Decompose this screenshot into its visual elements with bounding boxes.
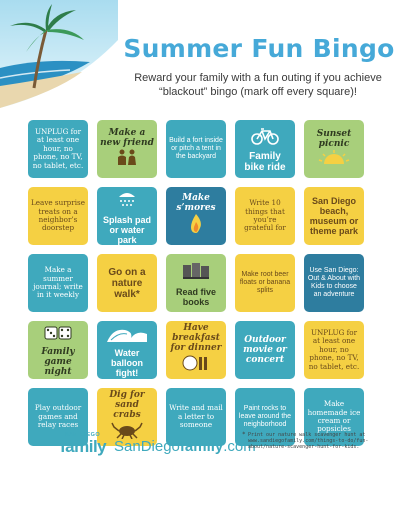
crab-icon: [111, 421, 143, 444]
bingo-square-label: Play outdoor games and relay races: [34, 403, 82, 430]
bingo-square-label: Make a new friend: [100, 127, 154, 148]
dice-icon: [43, 325, 73, 346]
bingo-square-label: Sunset picnic: [316, 128, 352, 149]
bingo-square-label: Go on a nature walk*: [108, 266, 146, 300]
bingo-square-label: Have breakfast for dinner: [170, 322, 222, 353]
bingo-square-10[interactable]: San Diego beach, museum or theme park: [304, 187, 364, 245]
bingo-square-label: Splash pad or water park: [102, 214, 151, 245]
bingo-square-22[interactable]: Dig for sand crabs: [97, 388, 157, 446]
website-url[interactable]: SanDiegofamily.com: [114, 438, 256, 455]
sun-icon: [318, 149, 350, 169]
bingo-square-label: Make a summer journal; write in it weekl…: [33, 265, 83, 300]
books-icon: [181, 261, 211, 286]
bingo-square-label: Build a fort inside or pitch a tent in t…: [169, 137, 223, 160]
bingo-square-label: Paint rocks to leave around the neighbor…: [238, 405, 292, 428]
url-bold: family: [179, 438, 224, 455]
bingo-square-6[interactable]: Leave surprise treats on a neighbor’s do…: [28, 187, 88, 245]
page-subtitle: Reward your family with a fun outing if …: [134, 72, 382, 98]
bingo-square-label: UNPLUG for at least one hour, no phone, …: [308, 327, 360, 371]
bingo-square-11[interactable]: Make a summer journal; write in it weekl…: [28, 254, 88, 312]
bingo-square-label: Write 10 things that you’re grateful for: [244, 198, 286, 233]
shower-icon: [115, 189, 139, 214]
bingo-square-24[interactable]: Paint rocks to leave around the neighbor…: [235, 388, 295, 446]
flame-icon: [187, 213, 205, 239]
bingo-square-label: UNPLUG for at least one hour, no phone, …: [32, 126, 84, 170]
bingo-square-label: Make homemade ice cream or popsicles: [307, 399, 361, 434]
bingo-square-label: San Diego beach, museum or theme park: [309, 196, 359, 236]
url-suffix: .com: [223, 438, 256, 455]
beach-palm-illustration: [0, 0, 118, 108]
page-title: Summer Fun Bingo: [123, 34, 395, 63]
bingo-square-label: Read five books: [175, 286, 217, 307]
bingo-square-label: Water balloon fight!: [111, 347, 143, 378]
bingo-square-label: Leave surprise treats on a neighbor’s do…: [31, 198, 85, 233]
bingo-square-25[interactable]: Make homemade ice cream or popsicles: [304, 388, 364, 446]
bingo-grid: UNPLUG for at least one hour, no phone, …: [28, 120, 364, 446]
bingo-square-14[interactable]: Make root beer floats or banana splits: [235, 254, 295, 312]
bingo-square-label: Make s’mores: [176, 192, 216, 213]
bingo-square-label: Use San Diego: Out & About with Kids to …: [307, 267, 361, 298]
bingo-square-7[interactable]: Splash pad or water park: [97, 187, 157, 245]
bingo-square-12[interactable]: Go on a nature walk*: [97, 254, 157, 312]
bingo-square-5[interactable]: Sunset picnic: [304, 120, 364, 178]
footnote: * Print our nature walk scavenger hunt at…: [242, 432, 378, 451]
bingo-square-18[interactable]: Have breakfast for dinner: [166, 321, 226, 379]
bingo-square-3[interactable]: Build a fort inside or pitch a tent in t…: [166, 120, 226, 178]
people-icon: [114, 149, 140, 170]
bingo-square-9[interactable]: Write 10 things that you’re grateful for: [235, 187, 295, 245]
bingo-square-17[interactable]: Water balloon fight!: [97, 321, 157, 379]
logo-top-text: SAN DIEGO: [64, 432, 101, 438]
bingo-square-20[interactable]: UNPLUG for at least one hour, no phone, …: [304, 321, 364, 379]
bingo-square-1[interactable]: UNPLUG for at least one hour, no phone, …: [28, 120, 88, 178]
bingo-square-15[interactable]: Use San Diego: Out & About with Kids to …: [304, 254, 364, 312]
footnote-text: Print our nature walk scavenger hunt at …: [248, 432, 369, 450]
bingo-square-4[interactable]: Family bike ride: [235, 120, 295, 178]
bingo-square-2[interactable]: Make a new friend: [97, 120, 157, 178]
bingo-square-16[interactable]: Family game night: [28, 321, 88, 379]
logo-family-text: family: [60, 437, 107, 456]
bingo-square-21[interactable]: Play outdoor games and relay races: [28, 388, 88, 446]
bingo-square-label: Dig for sand crabs: [109, 389, 145, 420]
footnote-star: *: [242, 431, 246, 438]
bingo-square-13[interactable]: Read five books: [166, 254, 226, 312]
url-prefix: SanDiego: [114, 438, 180, 455]
bingo-square-label: Make root beer floats or banana splits: [239, 271, 291, 294]
bingo-square-19[interactable]: Outdoor movie or concert: [235, 321, 295, 379]
fork-icon: [181, 354, 211, 377]
bingo-square-label: Family bike ride: [244, 150, 286, 173]
bingo-square-23[interactable]: Write and mail a letter to someone: [166, 388, 226, 446]
bingo-square-8[interactable]: Make s’mores: [166, 187, 226, 245]
bingo-square-label: Family game night: [41, 346, 75, 377]
sandiego-family-logo: SAN DIEGO family: [60, 432, 107, 456]
bicycle-icon: [250, 127, 280, 150]
wave-icon: [107, 324, 147, 347]
bingo-square-label: Write and mail a letter to someone: [169, 403, 223, 430]
bingo-square-label: Outdoor movie or concert: [243, 335, 287, 365]
